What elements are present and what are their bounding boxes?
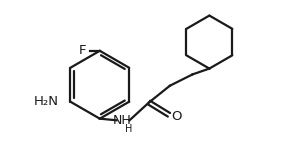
Text: H: H xyxy=(125,124,132,134)
Text: H₂N: H₂N xyxy=(34,95,59,108)
Text: O: O xyxy=(171,110,182,123)
Text: F: F xyxy=(79,44,86,57)
Text: NH: NH xyxy=(113,114,132,127)
